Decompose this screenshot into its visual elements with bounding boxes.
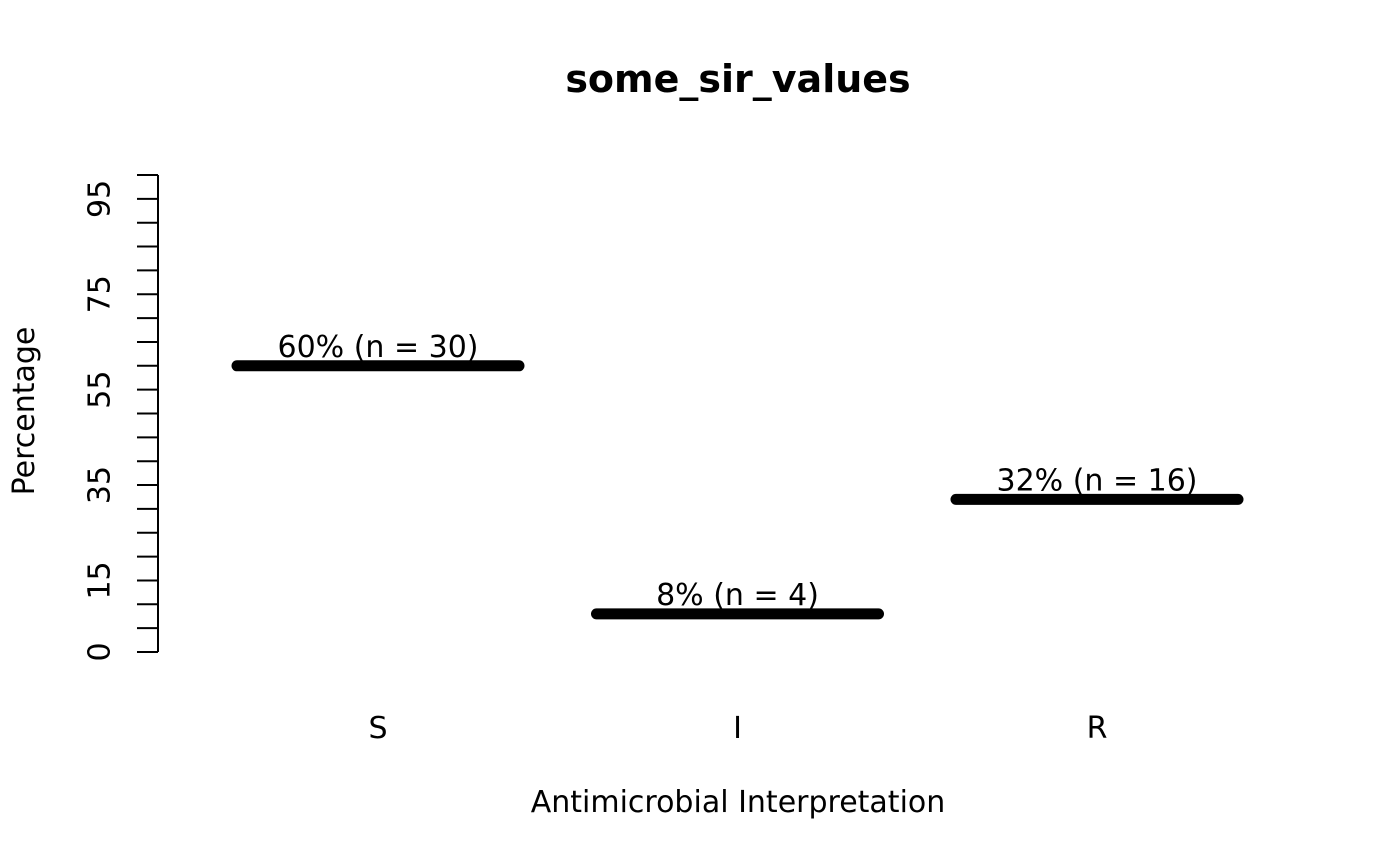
y-axis-tick-label: 0 bbox=[83, 642, 118, 661]
x-axis-label: Antimicrobial Interpretation bbox=[530, 785, 946, 820]
bar-value-label: 60% (n = 30) bbox=[277, 330, 478, 365]
y-axis-tick-label: 15 bbox=[83, 561, 118, 599]
chart-title: some_sir_values bbox=[565, 57, 911, 101]
bar-value-label: 8% (n = 4) bbox=[656, 578, 819, 613]
y-axis-tick-label: 75 bbox=[83, 275, 118, 313]
y-axis-tick-label: 95 bbox=[83, 180, 118, 218]
bar-value-label: 32% (n = 16) bbox=[996, 463, 1197, 498]
y-axis-tick-label: 35 bbox=[83, 466, 118, 504]
x-category-label: I bbox=[733, 711, 742, 746]
y-axis-tick-label: 55 bbox=[83, 371, 118, 409]
x-category-label: S bbox=[368, 711, 387, 746]
x-category-label: R bbox=[1087, 711, 1108, 746]
